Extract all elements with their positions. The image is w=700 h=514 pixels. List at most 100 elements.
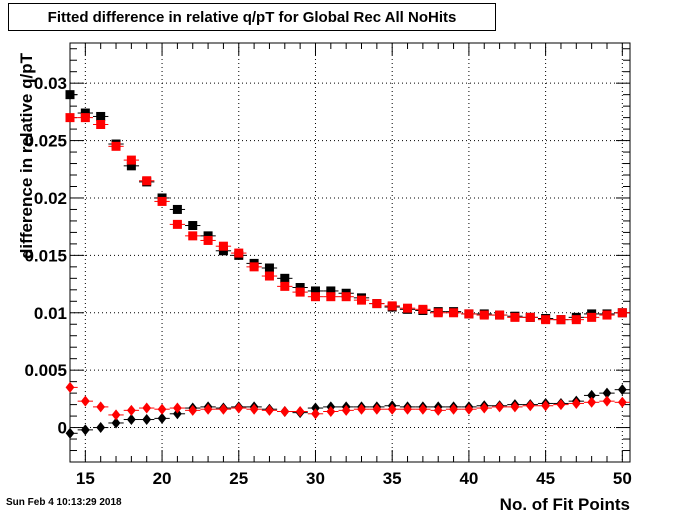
diamond-marker bbox=[326, 405, 336, 417]
diamond-marker bbox=[311, 408, 320, 420]
x-axis-title: No. of Fit Points bbox=[500, 495, 630, 514]
diamond-marker bbox=[96, 422, 106, 434]
square-marker bbox=[556, 315, 566, 325]
x-tick-label: 50 bbox=[613, 469, 632, 488]
square-marker bbox=[510, 312, 520, 322]
square-marker bbox=[310, 286, 320, 296]
diamond-marker bbox=[541, 400, 551, 412]
y-tick-label: 0.03 bbox=[34, 74, 67, 93]
square-marker bbox=[326, 292, 336, 302]
chart-title: Fitted difference in relative q/pT for G… bbox=[8, 3, 496, 31]
diamond-marker bbox=[111, 409, 121, 421]
diamond-marker bbox=[602, 395, 612, 407]
diamond-marker bbox=[525, 400, 535, 412]
square-marker bbox=[203, 235, 213, 245]
square-marker bbox=[142, 176, 152, 186]
y-tick-label: 0.005 bbox=[24, 361, 67, 380]
diamond-marker bbox=[157, 403, 167, 415]
square-marker bbox=[172, 219, 182, 229]
diamond-marker bbox=[311, 402, 320, 414]
square-marker bbox=[96, 120, 106, 130]
diamond-marker bbox=[80, 424, 90, 436]
diamond-marker bbox=[65, 381, 75, 393]
square-marker bbox=[126, 155, 136, 165]
diamond-marker bbox=[280, 405, 290, 417]
square-marker bbox=[295, 283, 305, 293]
diamond-marker bbox=[126, 414, 136, 426]
square-marker bbox=[218, 241, 228, 251]
diamond-marker bbox=[203, 403, 213, 415]
diamond-marker bbox=[617, 396, 627, 408]
square-marker bbox=[372, 299, 382, 309]
square-marker bbox=[295, 287, 305, 297]
square-marker bbox=[80, 108, 90, 118]
plot-frame bbox=[69, 42, 631, 463]
y-axis-title: difference in relative q/pT bbox=[17, 52, 36, 259]
square-marker bbox=[525, 312, 535, 322]
square-marker bbox=[188, 231, 198, 241]
diamond-marker bbox=[602, 387, 612, 399]
square-marker bbox=[126, 161, 136, 171]
square-marker bbox=[280, 281, 290, 291]
diamond-marker bbox=[234, 402, 244, 414]
diamond-marker bbox=[126, 404, 136, 416]
diamond-marker bbox=[219, 403, 228, 415]
square-marker bbox=[326, 286, 336, 296]
x-tick-label: 20 bbox=[153, 469, 172, 488]
timestamp: Sun Feb 4 10:13:29 2018 bbox=[6, 497, 122, 508]
x-tick-label: 35 bbox=[383, 469, 402, 488]
square-marker bbox=[80, 113, 90, 123]
diamond-marker bbox=[387, 403, 397, 415]
square-marker bbox=[357, 295, 367, 305]
square-marker bbox=[541, 315, 551, 325]
square-marker bbox=[587, 312, 597, 322]
square-marker bbox=[617, 308, 627, 318]
data-markers bbox=[65, 90, 630, 439]
square-marker bbox=[264, 263, 274, 273]
square-marker bbox=[96, 111, 106, 121]
diamond-marker bbox=[341, 404, 351, 416]
diamond-marker bbox=[172, 402, 182, 414]
series-1 bbox=[65, 113, 630, 325]
square-marker bbox=[310, 292, 320, 302]
square-marker bbox=[280, 273, 290, 283]
y-tick-label: 0.015 bbox=[24, 246, 67, 265]
diamond-marker bbox=[418, 403, 428, 415]
diamond-marker bbox=[265, 404, 274, 416]
diamond-marker bbox=[479, 402, 489, 414]
diamond-marker bbox=[372, 403, 382, 415]
square-marker bbox=[111, 141, 121, 151]
diamond-marker bbox=[172, 408, 182, 420]
square-marker bbox=[602, 310, 612, 320]
diamond-marker bbox=[157, 412, 167, 424]
diamond-marker bbox=[510, 401, 520, 413]
diamond-marker bbox=[571, 397, 581, 409]
square-marker bbox=[449, 308, 459, 318]
diamond-marker bbox=[80, 395, 90, 407]
diamond-marker bbox=[617, 384, 627, 396]
x-tick-label: 15 bbox=[76, 469, 95, 488]
square-marker bbox=[571, 315, 581, 325]
diamond-marker bbox=[587, 396, 597, 408]
y-tick-label: 0.025 bbox=[24, 132, 67, 151]
tick-labels: 15 20 25 30 35 40 45 50 0 0.005 0.01 0.015 0.02 0.025… bbox=[24, 74, 631, 488]
square-marker bbox=[264, 271, 274, 281]
diamond-marker bbox=[449, 403, 458, 415]
square-marker bbox=[65, 90, 75, 100]
diamond-marker bbox=[142, 402, 152, 414]
square-marker bbox=[218, 246, 228, 256]
diamond-marker bbox=[111, 417, 121, 429]
diamond-marker bbox=[142, 414, 152, 426]
diamond-marker bbox=[357, 403, 366, 415]
square-marker bbox=[249, 262, 259, 272]
diamond-marker bbox=[295, 405, 305, 417]
square-marker bbox=[464, 309, 474, 319]
square-marker bbox=[234, 248, 244, 258]
square-marker bbox=[433, 308, 443, 318]
diamond-marker bbox=[464, 403, 474, 415]
x-tick-label: 30 bbox=[306, 469, 325, 488]
diamond-marker bbox=[556, 399, 566, 411]
diamond-marker bbox=[433, 404, 443, 416]
diamond-marker bbox=[587, 389, 597, 401]
